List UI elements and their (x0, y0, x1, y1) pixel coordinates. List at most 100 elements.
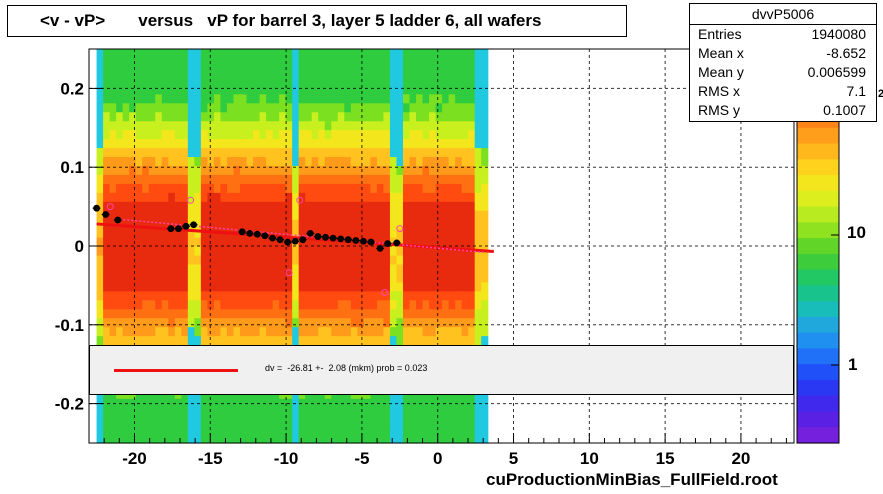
heatmap-cell (279, 111, 287, 122)
heatmap-cell (429, 299, 437, 310)
heatmap-cell (357, 66, 365, 77)
heatmap-cell (213, 299, 222, 310)
heatmap-cell (207, 317, 215, 328)
heatmap-cell (259, 326, 267, 337)
heatmap-cell (389, 263, 398, 274)
heatmap-cell (331, 425, 339, 435)
heatmap-cell (148, 407, 156, 417)
heatmap-cell (279, 299, 287, 310)
heatmap-cell (266, 49, 274, 59)
heatmap-cell (344, 407, 352, 417)
heatmap-cell (96, 237, 104, 247)
heatmap-cell (370, 398, 378, 408)
heatmap-cell (272, 111, 280, 122)
heatmap-cell (292, 75, 300, 86)
heatmap-cell (135, 407, 143, 417)
heatmap-cell (272, 102, 280, 113)
heatmap-cell (109, 281, 117, 292)
heatmap-cell (233, 57, 241, 68)
heatmap-cell (422, 49, 430, 59)
colorbar-cell (797, 143, 839, 160)
heatmap-cell (168, 228, 176, 238)
heatmap-cell (416, 156, 424, 167)
heatmap-cell (298, 84, 306, 95)
heatmap-cell (233, 129, 241, 140)
heatmap-cell (96, 246, 104, 256)
heatmap-cell (429, 398, 437, 408)
heatmap-cell (468, 57, 476, 68)
heatmap-cell (402, 102, 411, 113)
heatmap-cell (305, 290, 313, 301)
heatmap-cell (461, 281, 469, 292)
heatmap-cell (174, 272, 182, 283)
heatmap-cell (135, 416, 143, 426)
heatmap-cell (344, 281, 352, 292)
heatmap-cell (116, 263, 124, 274)
heatmap-cell (389, 183, 398, 193)
heatmap-cell (266, 299, 274, 310)
heatmap-cell (103, 165, 111, 175)
heatmap-cell (298, 49, 306, 59)
heatmap-cell (363, 129, 371, 140)
heatmap-cell (142, 111, 150, 122)
heatmap-cell (363, 49, 371, 59)
heatmap-cell (435, 93, 443, 104)
footer-filename: cuProductionMinBias_FullField.root (486, 470, 778, 489)
heatmap-cell (396, 398, 404, 408)
heatmap-cell (402, 84, 411, 95)
heatmap-cell (135, 165, 143, 175)
heatmap-cell (116, 425, 124, 435)
heatmap-cell (429, 281, 437, 292)
heatmap-cell (174, 254, 182, 265)
heatmap-cell (213, 407, 222, 417)
heatmap-cell (246, 75, 254, 86)
heatmap-cell (350, 299, 358, 310)
heatmap-cell (259, 281, 267, 292)
heatmap-cell (383, 263, 391, 274)
heatmap-cell (181, 93, 189, 104)
heatmap-cell (240, 290, 248, 301)
heatmap-cell (350, 84, 358, 95)
heatmap-cell (233, 254, 241, 265)
heatmap-cell (474, 326, 482, 337)
heatmap-cell (285, 317, 293, 328)
heatmap-cell (161, 425, 169, 435)
heatmap-cell (285, 219, 293, 229)
heatmap-cell (148, 111, 156, 122)
heatmap-cell (474, 93, 482, 104)
heatmap-cell (298, 138, 306, 149)
heatmap-cell (337, 317, 345, 328)
heatmap-cell (383, 102, 391, 113)
heatmap-cell (455, 237, 463, 247)
heatmap-cell (448, 84, 456, 95)
heatmap-cell (181, 183, 189, 193)
heatmap-cell (435, 290, 443, 301)
heatmap-cell (226, 174, 235, 184)
heatmap-cell (122, 263, 130, 274)
heatmap-cell (324, 317, 332, 328)
heatmap-cell (148, 308, 156, 319)
heatmap-cell (331, 335, 339, 346)
heatmap-cell (416, 272, 424, 283)
heatmap-cell (468, 219, 476, 229)
heatmap-cell (240, 111, 248, 122)
heatmap-cell (155, 192, 163, 202)
heatmap-cell (181, 156, 189, 167)
heatmap-cell (435, 138, 443, 149)
heatmap-cell (226, 335, 235, 346)
heatmap-cell (279, 174, 287, 184)
heatmap-cell (259, 407, 267, 417)
heatmap-cell (135, 147, 143, 158)
heatmap-cell (116, 317, 124, 328)
heatmap-cell (181, 66, 189, 77)
heatmap-cell (116, 281, 124, 292)
heatmap-cell (96, 416, 104, 426)
heatmap-cell (409, 201, 417, 211)
heatmap-cell (468, 317, 476, 328)
heatmap-cell (383, 174, 391, 184)
heatmap-cell (142, 183, 150, 193)
heatmap-cell (396, 425, 404, 435)
heatmap-cell (129, 272, 137, 283)
heatmap-cell (435, 102, 443, 113)
heatmap-cell (266, 174, 274, 184)
